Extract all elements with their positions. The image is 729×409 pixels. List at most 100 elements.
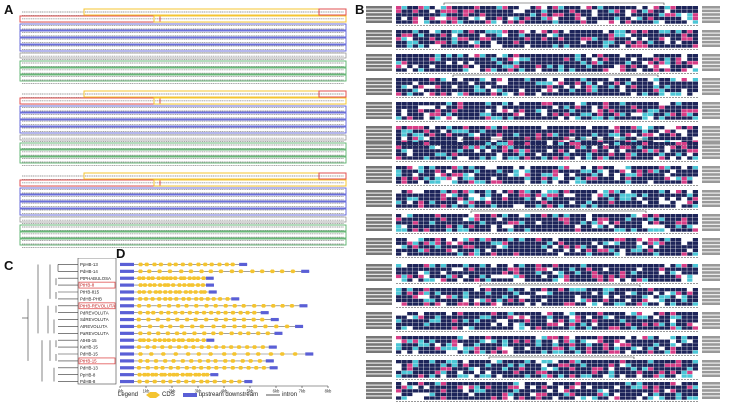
residue-cell (569, 326, 575, 330)
alignment-block (366, 30, 720, 50)
residue-cell (407, 13, 413, 17)
residue-cell (446, 57, 452, 61)
residue-cell (642, 40, 648, 45)
cds-exon (231, 317, 238, 322)
residue-cell (474, 6, 480, 10)
residue-cell (687, 217, 693, 221)
cds-exon (136, 365, 142, 370)
residue-cell (541, 16, 547, 21)
residue-cell (485, 278, 491, 282)
cds-exon (230, 365, 236, 370)
residue-cell (631, 116, 637, 120)
residue-cell (530, 200, 536, 205)
residue-cell (541, 382, 547, 386)
residue-cell (580, 109, 586, 113)
residue-cell (541, 248, 547, 253)
residue-cell (536, 343, 542, 347)
residue-cell (603, 319, 609, 323)
residue-cell (435, 385, 441, 389)
residue-cell (564, 92, 570, 96)
residue-cell (659, 367, 665, 371)
residue-cell (642, 16, 648, 21)
residue-cell (653, 166, 659, 170)
residue-cell (468, 343, 474, 347)
residue-cell (625, 252, 631, 256)
residue-cell (558, 339, 564, 343)
green-region-box (19, 149, 347, 157)
sequence-name (366, 315, 392, 319)
legend-item-cds: CDS (146, 392, 175, 398)
residue-cell (586, 40, 592, 45)
residue-cell (407, 245, 413, 249)
residue-cell (524, 248, 530, 253)
residue-cell (631, 252, 637, 256)
residue-cell (474, 173, 480, 177)
residue-cell (670, 166, 676, 170)
residue-cell (564, 370, 570, 375)
residue-cell (446, 370, 452, 375)
residue-cell (614, 129, 620, 133)
residue-cell (636, 312, 642, 316)
cds-exon (164, 276, 170, 281)
residue-cell (625, 109, 631, 113)
residue-cell (530, 370, 536, 375)
residue-cell (692, 129, 698, 133)
residue-cell (603, 166, 609, 170)
residue-cell (642, 389, 648, 393)
residue-cell (491, 173, 497, 177)
residue-cell (620, 78, 626, 82)
residue-cell (564, 142, 570, 146)
residue-cell (692, 126, 698, 130)
residue-cell (625, 245, 631, 249)
residue-cell (541, 169, 547, 173)
sequence-name (366, 129, 392, 133)
residue-cell (457, 145, 463, 149)
residue-cell (536, 13, 542, 17)
residue-cell (625, 180, 631, 184)
residue-cell (541, 197, 547, 201)
residue-cell (424, 193, 430, 197)
residue-cell (580, 312, 586, 316)
residue-cell (463, 129, 469, 133)
residue-cell (519, 61, 525, 65)
residue-cell (653, 274, 659, 279)
residue-cell (418, 142, 424, 146)
residue-cell (513, 176, 519, 181)
residue-cell (396, 64, 402, 69)
residue-cell (485, 105, 491, 109)
residue-cell (463, 271, 469, 275)
residue-cell (452, 16, 458, 21)
residue-cell (536, 88, 542, 93)
residue-cell (676, 339, 682, 343)
residue-cell (502, 112, 508, 117)
residue-cell (681, 271, 687, 275)
cds-exon (173, 290, 179, 294)
residue-cell (597, 367, 603, 371)
downstream-segment (295, 324, 304, 329)
residue-cell (636, 126, 642, 130)
residue-cell (468, 102, 474, 106)
residue-cell (496, 88, 502, 93)
residue-cell (575, 149, 581, 153)
blue-region-box (19, 119, 347, 127)
residue-cell (480, 267, 486, 271)
residue-cell (620, 360, 626, 364)
residue-cell (681, 176, 687, 181)
residue-cell (435, 295, 441, 299)
residue-cell (552, 374, 558, 378)
cds-exon (170, 283, 176, 287)
position-number (702, 224, 720, 228)
residue-cell (480, 291, 486, 295)
residue-cell (446, 173, 452, 177)
residue-cell (429, 224, 435, 229)
residue-cell (424, 30, 430, 34)
cds-exon (170, 372, 177, 377)
residue-cell (608, 81, 614, 85)
residue-cell (547, 6, 553, 10)
cds-exon (186, 338, 192, 343)
residue-cell (692, 221, 698, 225)
residue-cell (580, 326, 586, 330)
residue-cell (491, 142, 497, 146)
residue-cell (513, 267, 519, 271)
residue-cell (603, 85, 609, 89)
